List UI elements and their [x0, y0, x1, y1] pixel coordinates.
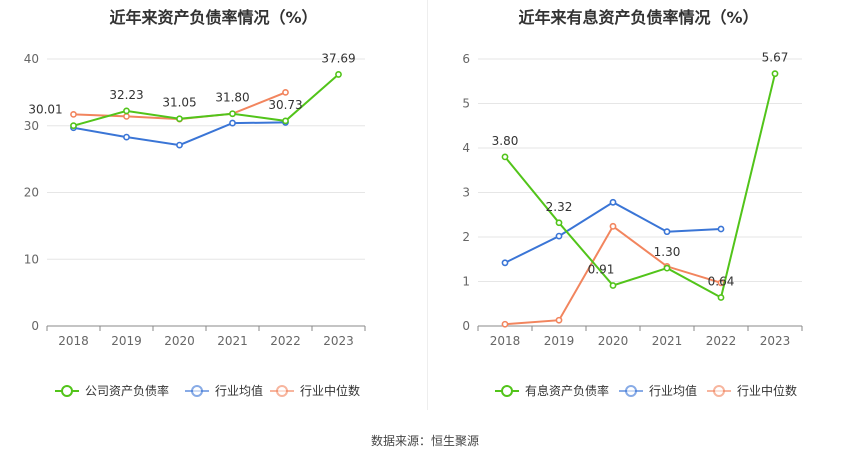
- x-tick-label: 2020: [164, 334, 195, 348]
- data-label: 32.23: [109, 88, 143, 102]
- y-tick-label: 10: [24, 252, 39, 266]
- x-tick-label: 2020: [598, 334, 629, 348]
- data-point-0: [609, 282, 617, 289]
- series-line-0: [73, 73, 340, 127]
- series-line-1: [504, 201, 722, 264]
- legend-label: 公司资产负债率: [85, 383, 169, 398]
- data-point-2: [609, 222, 617, 230]
- data-label: 2.32: [546, 200, 573, 214]
- y-tick-label: 4: [462, 141, 470, 155]
- y-tick-label: 5: [462, 97, 470, 111]
- x-tick-label: 2018: [58, 334, 89, 348]
- data-point-0: [282, 117, 289, 125]
- x-tick-label: 2022: [706, 334, 737, 348]
- legend-marker: [501, 385, 513, 397]
- data-source-note: 数据来源：恒生聚源: [370, 434, 479, 448]
- data-point-0: [176, 115, 183, 123]
- data-point-1: [609, 198, 617, 206]
- data-point-0: [335, 71, 342, 78]
- data-point-0: [70, 122, 77, 130]
- data-point-0: [771, 70, 779, 78]
- data-point-0: [555, 219, 563, 227]
- y-tick-label: 0: [462, 319, 470, 333]
- data-label: 37.69: [321, 51, 355, 65]
- data-label: 31.05: [162, 96, 196, 110]
- legend-marker: [713, 385, 725, 397]
- data-point-0: [123, 107, 130, 115]
- y-tick-label: 20: [24, 186, 39, 200]
- legend-item: 行业中位数: [707, 383, 797, 398]
- chart-title-left: 近年来资产负债率情况（%）: [109, 8, 318, 27]
- chart-title-right: 近年来有息资产负债率情况（%）: [518, 8, 759, 27]
- x-tick-label: 2022: [270, 334, 301, 348]
- x-tick-label: 2021: [652, 334, 683, 348]
- data-point-0: [229, 110, 236, 118]
- legend-marker: [191, 385, 203, 397]
- data-label: 5.67: [762, 51, 789, 65]
- data-label: 30.01: [28, 103, 62, 117]
- x-tick-label: 2023: [323, 334, 354, 348]
- data-label: 3.80: [492, 134, 519, 148]
- legend-marker: [61, 385, 73, 397]
- x-tick-label: 2023: [760, 334, 791, 348]
- data-point-1: [123, 133, 130, 141]
- data-point-1: [176, 141, 183, 149]
- y-tick-label: 1: [462, 275, 470, 289]
- data-point-1: [501, 259, 509, 267]
- data-point-2: [282, 88, 289, 96]
- debt-ratio-chart: 0 10 20 30 40 2018 2019 2020 2021 2022 2023 30.01 32…: [24, 51, 366, 398]
- legend-label: 有息资产负债率: [525, 383, 609, 398]
- data-label: 1.30: [654, 245, 681, 259]
- legend-item: 行业中位数: [270, 383, 360, 398]
- data-label: 0.91: [588, 263, 615, 277]
- y-tick-label: 0: [31, 319, 39, 333]
- x-tick-label: 2019: [111, 334, 142, 348]
- chart-divider: [427, 0, 428, 410]
- data-point-0: [717, 294, 725, 301]
- legend-label: 行业中位数: [737, 383, 797, 398]
- data-point-1: [717, 225, 725, 233]
- y-tick-label: 3: [462, 186, 470, 200]
- data-point-0: [663, 264, 671, 272]
- data-point-1: [555, 232, 563, 240]
- data-point-2: [501, 320, 509, 328]
- data-point-1: [229, 119, 236, 127]
- data-label: 31.80: [215, 91, 249, 105]
- y-tick-label: 30: [24, 119, 39, 133]
- data-point-2: [555, 316, 563, 324]
- interest-debt-ratio-chart: 0 1 2 3 4 5 6 2018 2019 2020 2021 2022 2023 3.80 2.32 0…: [462, 51, 803, 398]
- data-point-2: [123, 113, 130, 120]
- legend-label: 行业均值: [649, 383, 697, 398]
- series-line-0: [504, 73, 776, 300]
- legend-item: 公司资产负债率: [55, 383, 169, 398]
- legend-label: 行业中位数: [300, 383, 360, 398]
- y-tick-label: 2: [462, 230, 470, 244]
- data-label: 30.73: [268, 98, 302, 112]
- data-point-2: [70, 111, 77, 118]
- x-tick-label: 2018: [490, 334, 521, 348]
- x-tick-label: 2021: [217, 334, 248, 348]
- legend-marker: [276, 385, 288, 397]
- y-tick-label: 40: [24, 52, 39, 66]
- data-point-0: [501, 153, 509, 161]
- data-point-1: [663, 228, 671, 236]
- legend-item: 有息资产负债率: [495, 383, 609, 398]
- legend-item: 行业均值: [185, 383, 263, 398]
- data-label: 0.64: [708, 275, 735, 289]
- legend-item: 行业均值: [619, 383, 697, 398]
- y-tick-label: 6: [462, 52, 470, 66]
- x-tick-label: 2019: [544, 334, 575, 348]
- legend-label: 行业均值: [215, 383, 263, 398]
- legend-marker: [625, 385, 637, 397]
